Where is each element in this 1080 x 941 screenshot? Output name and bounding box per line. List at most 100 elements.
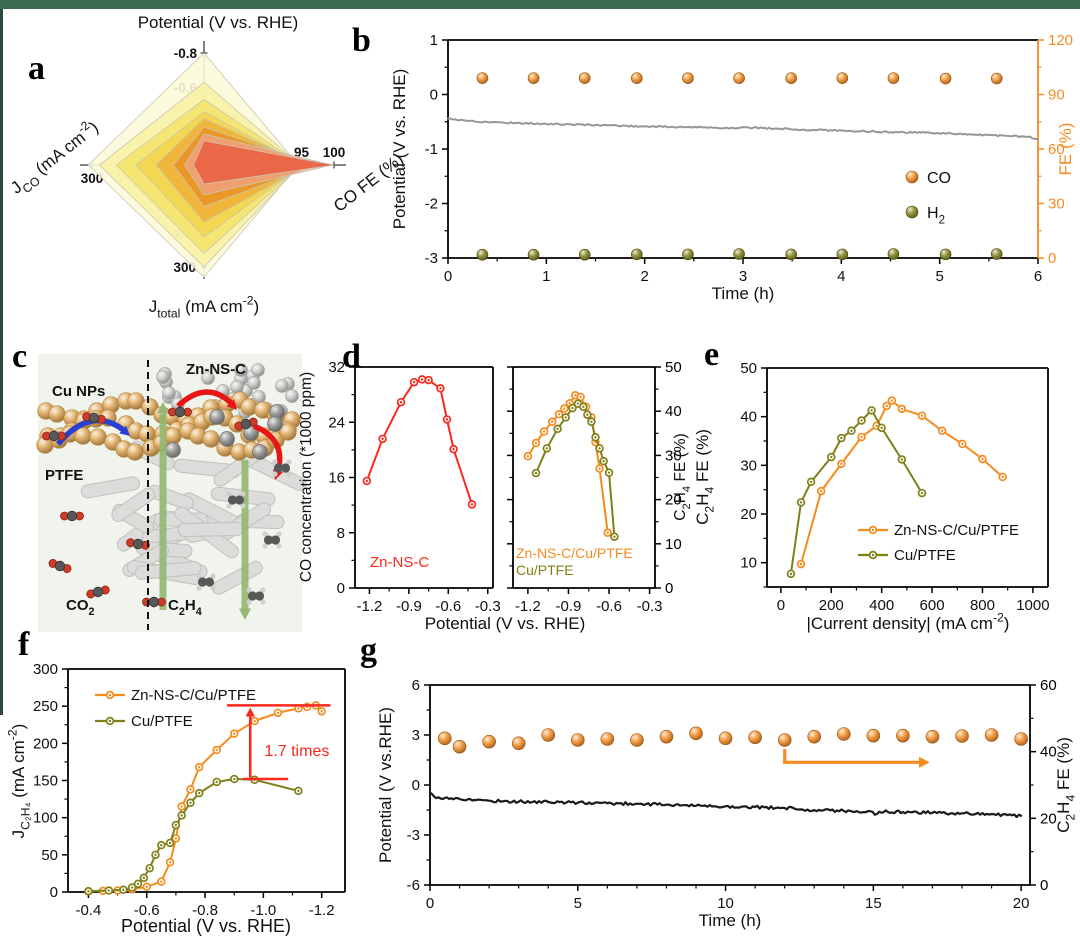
- series-Cu/PTFE: [531, 399, 619, 541]
- tick-label: -0.3: [637, 598, 663, 615]
- tick-label: 30: [665, 447, 682, 464]
- panel-letter-g: g: [360, 632, 377, 669]
- tick-label: -0.6: [596, 598, 622, 615]
- tick-label: 50: [41, 847, 58, 864]
- tick-label: 5: [574, 895, 582, 912]
- tick-label: 40: [665, 403, 682, 420]
- chart-b: 0 1 2 3 4 5 6 1 0 -1 -2 -3 0 30 60 90 120 CO H2 Potential (…: [390, 32, 1075, 303]
- legend: Zn-NS-C/Cu/PTFE Cu/PTFE: [95, 687, 256, 730]
- panel-letter-c: c: [12, 338, 28, 375]
- label-ptfe: PTFE: [45, 467, 83, 484]
- tick-label: 10: [740, 555, 757, 572]
- axes: -1.2 -0.9 -0.6 -0.3 0 8 16 24 32: [328, 359, 500, 615]
- axis-label: |Current density| (mA cm-2): [807, 610, 1010, 633]
- frame-left: [0, 9, 3, 715]
- tick-label: 6: [1034, 268, 1042, 285]
- c2h4-molecule: [226, 491, 246, 509]
- panel-c-schematic: Cu NPs Zn-NS-C PTFE CO2 C2H4: [30, 348, 310, 638]
- tick-label: -0.8: [174, 46, 198, 61]
- legend-item-label: H2: [927, 205, 945, 226]
- chart-g: 0 5 10 15 20 6 3 0 -3 -6 0 20 40 60 Potential (V vs.RH…: [376, 677, 1078, 930]
- axis-label: Jtotal (mA cm-2): [149, 293, 259, 320]
- axis-label: Time (h): [699, 911, 762, 930]
- panel-b-stability-chart: 0 1 2 3 4 5 6 1 0 -1 -2 -3 0 30 60 90 120 CO H2 Potential (…: [375, 15, 1080, 320]
- tick-label: 100: [33, 810, 58, 827]
- axes: -0.4 -0.6 -0.8 -1.0 -1.2 0 50 100 150 200 250 300: [33, 661, 346, 919]
- panel-f-partial-current-chart: -0.4 -0.6 -0.8 -1.0 -1.2 0 50 100 150 200 250 300 1.…: [5, 635, 360, 941]
- label-co2: CO2: [66, 597, 95, 618]
- axes: 0 5 10 15 20 6 3 0 -3 -6 0 20 40 60: [407, 677, 1057, 912]
- tick-label: 0: [50, 884, 58, 901]
- axis-label: Potential (V vs. RHE): [425, 614, 586, 633]
- tick-label: 40: [740, 409, 757, 426]
- tick-label: 1: [542, 268, 550, 285]
- tick-label: 90: [1048, 87, 1065, 104]
- axis-label: Zn-NS-C: [370, 554, 429, 571]
- catalyst-schematic-svg: Cu NPs Zn-NS-C PTFE CO2 C2H4: [36, 354, 307, 632]
- axis-label: FE (%): [1056, 123, 1075, 176]
- annotation: [245, 707, 255, 778]
- co2-molecule: [142, 596, 166, 608]
- axis-label: CO concentration (*1000 ppm): [298, 372, 315, 582]
- co2-molecule: [48, 559, 72, 573]
- panel-letter-a: a: [28, 50, 45, 87]
- tick-label: 0: [430, 87, 438, 104]
- series-C2H4-FE: [437, 726, 1028, 754]
- arrowhead: [245, 707, 255, 717]
- co2-molecule: [126, 538, 150, 550]
- tick-label: 300: [33, 661, 58, 678]
- tick-label: -1.0: [250, 902, 276, 919]
- tick-label: -0.3: [475, 598, 501, 615]
- axis-label: Potential (V vs.RHE): [376, 707, 395, 863]
- tick-label: 50: [665, 359, 682, 376]
- co2-molecule: [168, 406, 192, 418]
- annotation-text: 1.7 times: [264, 743, 329, 760]
- tick-label: 10: [717, 895, 734, 912]
- legend-item-label: Zn-NS-C/Cu/PTFE: [894, 522, 1019, 539]
- tick-label: 20: [1013, 895, 1030, 912]
- co2-molecule: [42, 430, 66, 442]
- arrowhead: [239, 608, 251, 620]
- co2-molecule: [234, 417, 258, 431]
- axes: 0 1 2 3 4 5 6 1 0 -1 -2 -3 0 30 60 90 120: [425, 32, 1073, 285]
- tick-label: 0: [777, 597, 785, 614]
- radar-chart-svg: -0.2-0.4-0.6-0.8859095100100200300100200…: [7, 13, 407, 321]
- legend: Zn-NS-C/Cu/PTFE Cu/PTFE: [858, 522, 1019, 564]
- axis-label: Zn-NS-C/Cu/PTFE: [516, 545, 633, 561]
- panel-letter-d: d: [342, 338, 361, 375]
- panel-d-co-concentration-chart: -1.2 -0.9 -0.6 -0.3 0 8 16 24 32 CO concentration…: [295, 345, 695, 645]
- tick-label: 800: [970, 597, 995, 614]
- tick-label: 0: [426, 895, 434, 912]
- axis-label: C2H4 FE (%): [672, 433, 693, 520]
- tick-label: 0: [337, 580, 345, 597]
- tick-label: 60: [1048, 141, 1065, 158]
- tick-label: 2: [640, 268, 648, 285]
- gas-flow-arrows: [157, 402, 251, 620]
- co2-molecule: [86, 585, 110, 599]
- co2-molecule: [60, 510, 84, 522]
- tick-label: 8: [337, 525, 345, 542]
- series-potential: [447, 117, 1039, 141]
- tick-label: 200: [819, 597, 844, 614]
- co2-molecule: [82, 412, 106, 424]
- tick-label: 250: [33, 698, 58, 715]
- tick-label: 1: [430, 32, 438, 49]
- tick-label: -2: [425, 196, 438, 213]
- tick-label: 200: [33, 735, 58, 752]
- chart-e: 0 200 400 600 800 1000 10 20 30 40 50 Zn-NS-C/Cu/PT…: [693, 360, 1050, 633]
- tick-label: 10: [665, 536, 682, 553]
- long-stability-chart-svg: 0 5 10 15 20 6 3 0 -3 -6 0 20 40 60 Potential (V vs.RH…: [376, 677, 1078, 930]
- tick-label: -1.2: [515, 598, 541, 615]
- series-Cu/PTFE: [786, 406, 927, 579]
- panel-letter-f: f: [18, 626, 30, 663]
- tick-label: -0.6: [134, 902, 160, 919]
- tick-label: -3: [407, 827, 420, 844]
- tick-label: -0.9: [396, 598, 422, 615]
- chart-d1: -1.2 -0.9 -0.6 -0.3 0 8 16 24 32 CO concentration…: [298, 359, 501, 615]
- tick-label: 0: [1048, 250, 1056, 267]
- axes: -1.2 -0.9 -0.6 -0.30 10 20 30 40 50: [507, 359, 682, 615]
- tick-label: 300: [81, 171, 104, 186]
- partial-current-chart-svg: -0.4 -0.6 -0.8 -1.0 -1.2 0 50 100 150 200 250 300 1.…: [5, 661, 346, 936]
- tick-label: 60: [1040, 677, 1057, 694]
- tick-label: 150: [33, 773, 58, 790]
